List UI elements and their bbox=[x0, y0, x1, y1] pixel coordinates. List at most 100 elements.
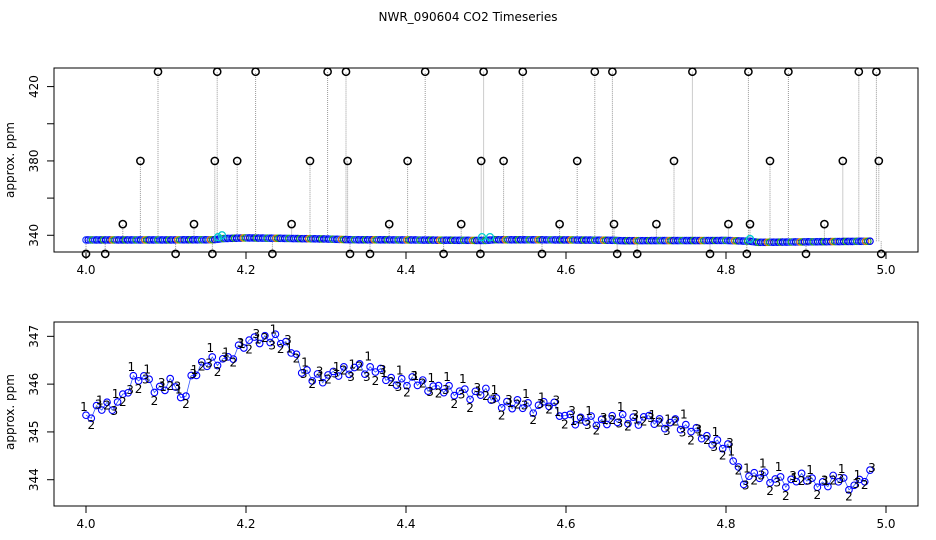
series-circle bbox=[334, 372, 343, 380]
series-circle bbox=[613, 418, 622, 427]
series-circle bbox=[408, 373, 417, 381]
series-circle bbox=[808, 474, 816, 483]
spike-point bbox=[345, 249, 355, 259]
marker-3: 3 bbox=[821, 473, 829, 487]
series-line bbox=[85, 333, 871, 491]
series-circle bbox=[545, 402, 553, 411]
marker-1: 1 bbox=[759, 456, 767, 470]
series-circle bbox=[487, 396, 496, 404]
series-circle bbox=[745, 472, 753, 481]
series-circle bbox=[418, 376, 427, 384]
marker-1: 1 bbox=[285, 341, 293, 355]
marker-3: 3 bbox=[379, 363, 387, 377]
series-circle bbox=[361, 370, 369, 379]
marker-1: 1 bbox=[791, 471, 799, 485]
series-circle bbox=[392, 381, 401, 389]
series-circle bbox=[466, 395, 474, 404]
series-circle bbox=[182, 392, 190, 401]
marker-3: 3 bbox=[773, 475, 781, 489]
series-circle bbox=[755, 474, 764, 483]
marker-3: 3 bbox=[537, 397, 545, 411]
series-circle bbox=[403, 381, 411, 390]
marker-2: 2 bbox=[261, 331, 269, 345]
marker-3: 3 bbox=[395, 380, 403, 394]
marker-2: 2 bbox=[482, 389, 490, 403]
series-circle bbox=[424, 387, 432, 396]
series-circle bbox=[261, 331, 269, 340]
spike-point bbox=[420, 67, 430, 77]
bottom-y-tick-label: 345 bbox=[27, 420, 41, 443]
series-circle bbox=[839, 474, 848, 482]
spike-point bbox=[476, 156, 486, 166]
marker-2: 2 bbox=[451, 397, 459, 411]
marker-2: 2 bbox=[324, 373, 332, 387]
series-circle bbox=[213, 361, 222, 370]
series-circle bbox=[566, 410, 574, 419]
marker-2: 2 bbox=[687, 434, 695, 448]
series-circle bbox=[676, 425, 685, 434]
top-x-tick-label: 4.8 bbox=[716, 263, 735, 277]
marker-1: 1 bbox=[775, 460, 783, 474]
series-circle bbox=[140, 372, 148, 380]
series-circle bbox=[118, 390, 127, 398]
bottom-x-tick-label: 4.2 bbox=[236, 517, 255, 531]
spike-point bbox=[384, 219, 394, 229]
marker-2: 2 bbox=[608, 413, 616, 427]
bottom-panel: approx. ppm 4.0 4.2 4.4 4.6 4.8 5.0 344 345 346… bbox=[3, 321, 919, 531]
spike-point bbox=[838, 156, 848, 166]
gap-marker bbox=[745, 234, 755, 244]
marker-3: 3 bbox=[805, 473, 813, 487]
marker-2: 2 bbox=[766, 484, 774, 498]
series-circle bbox=[313, 370, 322, 378]
marker-3: 3 bbox=[600, 411, 608, 425]
spike-point bbox=[572, 156, 582, 166]
series-circle bbox=[318, 378, 327, 387]
series-circle bbox=[197, 357, 206, 366]
marker-3: 3 bbox=[710, 440, 718, 454]
spike-point bbox=[745, 219, 755, 229]
series-circle bbox=[734, 463, 743, 471]
series-circle bbox=[818, 478, 827, 486]
marker-2: 2 bbox=[640, 414, 648, 428]
marker-1: 1 bbox=[396, 364, 404, 378]
spike-point bbox=[171, 249, 180, 259]
marker-1: 1 bbox=[364, 350, 372, 364]
marker-1: 1 bbox=[459, 372, 467, 386]
marker-2: 2 bbox=[703, 433, 711, 447]
marker-2: 2 bbox=[829, 473, 837, 487]
series-circle bbox=[203, 362, 211, 371]
top-x-axis: 4.0 4.2 4.4 4.6 4.8 5.0 bbox=[76, 252, 896, 277]
series-circle bbox=[739, 480, 748, 489]
marker-2: 2 bbox=[861, 478, 869, 492]
series-circle bbox=[655, 415, 664, 423]
spike-point bbox=[801, 249, 811, 259]
series-circle bbox=[176, 393, 185, 402]
series-circle bbox=[324, 371, 332, 379]
series-circle bbox=[576, 413, 585, 422]
gap-marker bbox=[213, 232, 223, 242]
series-circle bbox=[345, 370, 353, 379]
series-circle bbox=[208, 353, 217, 361]
marker-1: 1 bbox=[333, 360, 341, 374]
marker-3: 3 bbox=[758, 469, 766, 483]
series-circle bbox=[608, 411, 617, 420]
series-circle bbox=[429, 382, 438, 390]
series-circle bbox=[792, 477, 801, 486]
marker-2: 2 bbox=[293, 351, 301, 365]
series-circle bbox=[460, 385, 469, 393]
bottom-x-tick-label: 4.8 bbox=[716, 517, 735, 531]
marker-1: 1 bbox=[254, 333, 262, 347]
series-circle bbox=[434, 381, 443, 390]
marker-2: 2 bbox=[103, 399, 111, 413]
spike-point bbox=[608, 67, 617, 77]
series-circle bbox=[287, 349, 296, 357]
baseline-point bbox=[864, 237, 872, 246]
series-circle bbox=[766, 478, 774, 487]
spike-point bbox=[81, 249, 91, 259]
marker-3: 3 bbox=[284, 333, 292, 347]
marker-1: 1 bbox=[222, 345, 230, 359]
series-circle bbox=[571, 420, 580, 429]
marker-2: 2 bbox=[119, 395, 127, 409]
series-circle bbox=[229, 355, 238, 363]
spike-point bbox=[365, 249, 375, 259]
